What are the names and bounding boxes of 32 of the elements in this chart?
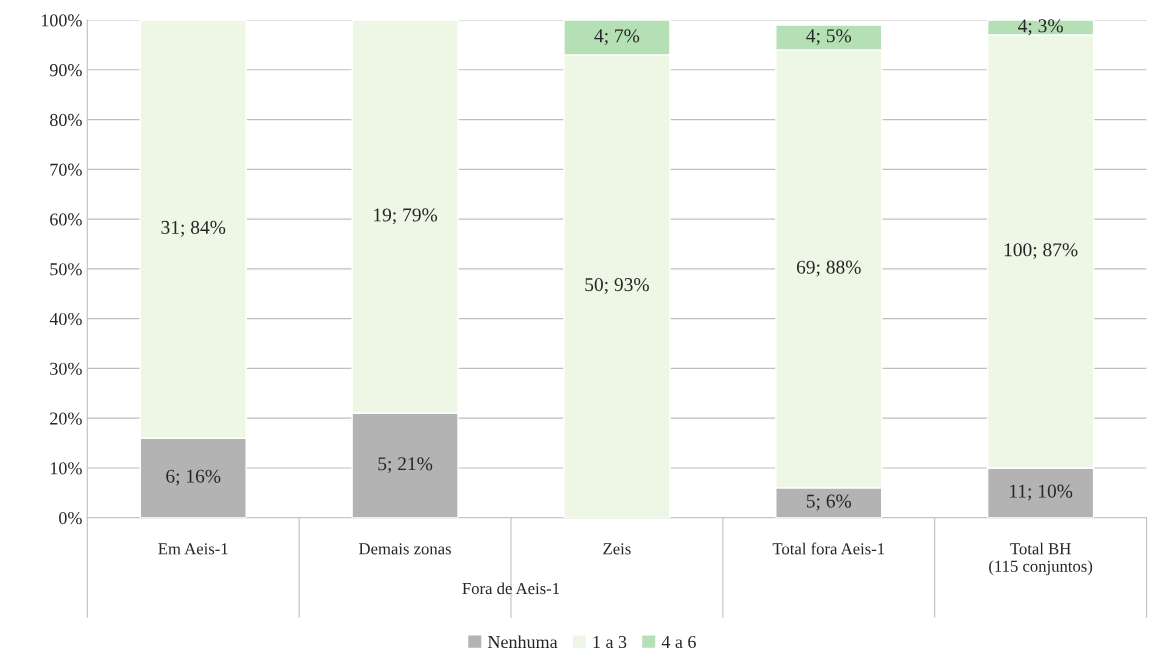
data-label: 69; 88% [796, 260, 861, 277]
data-label: 4; 3% [1018, 19, 1063, 36]
data-label: 5; 21% [378, 457, 433, 474]
y-tick-label: 70% [50, 163, 82, 176]
x-tick-label: Demais zonas [359, 543, 451, 555]
legend-label: 4 a 6 [661, 635, 696, 649]
legend-label: Nenhuma [487, 635, 558, 649]
data-label: 4; 5% [806, 29, 852, 46]
y-tick-label: 10% [50, 462, 82, 475]
x-tick-label: Em Aeis-1 [158, 543, 228, 555]
y-tick-label: 0% [59, 511, 82, 525]
data-label: 11; 10% [1010, 484, 1073, 501]
x-tick-label: Total BH (115 conjuntos) [989, 542, 1093, 576]
data-label: 31; 84% [161, 220, 226, 237]
y-tick-label: 30% [50, 362, 82, 375]
data-label: 4; 7% [594, 29, 640, 46]
data-label: 100; 87% [1004, 243, 1078, 260]
legend-label: 1 a 3 [593, 635, 627, 649]
data-label: 50; 93% [585, 278, 649, 294]
data-label: 5; 6% [806, 494, 852, 511]
y-tick-label: 20% [50, 412, 82, 425]
data-label: 19; 79% [374, 208, 438, 225]
y-tick-label: 80% [50, 113, 82, 127]
y-tick-label: 40% [49, 312, 82, 326]
text: Fora de Aeis-1 [462, 582, 560, 595]
y-tick-label: 60% [50, 213, 82, 226]
x-tick-label: Zeis [603, 543, 631, 555]
y-tick-label: 100% [41, 14, 82, 27]
y-tick-label: 50% [50, 263, 82, 276]
y-tick-label: 90% [49, 64, 82, 77]
x-tick-label: Total fora Aeis-1 [772, 542, 885, 555]
data-label: 6; 16% [166, 469, 221, 486]
